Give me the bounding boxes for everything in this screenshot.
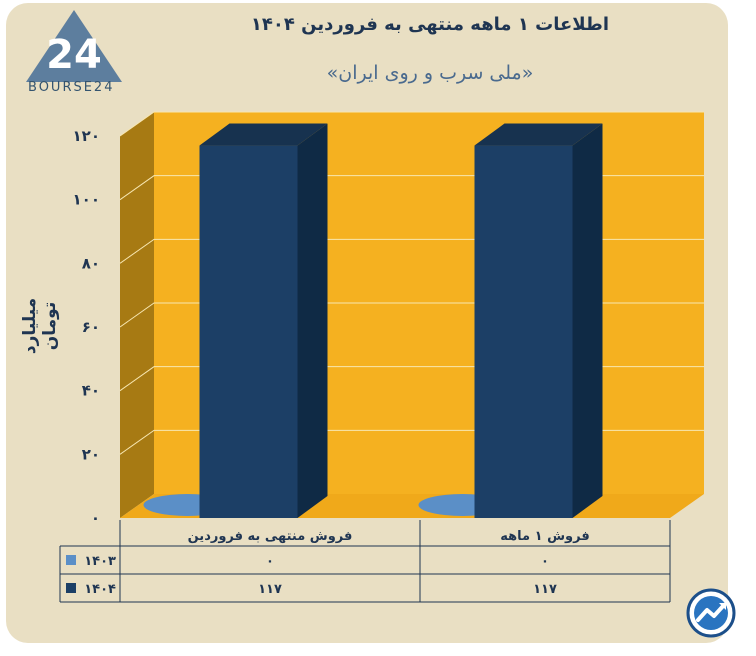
table-value: ۱۱۷: [533, 582, 557, 597]
svg-text:24: 24: [46, 32, 102, 78]
y-tick-label: ۱۲۰: [73, 127, 100, 145]
bourse24-badge-icon: [686, 588, 736, 638]
table-value: ۱۱۷: [258, 582, 282, 597]
bar-1404-side: [572, 123, 603, 519]
y-tick-label: ۲۰: [82, 445, 100, 463]
legend-swatch: [66, 555, 76, 565]
legend-label: ۱۴۰۴: [84, 582, 116, 597]
table-value: ۰: [541, 554, 549, 569]
y-tick-label: ۶۰: [82, 318, 100, 336]
legend-swatch: [66, 583, 76, 593]
y-tick-label: ۴۰: [82, 382, 100, 400]
table-value: ۰: [266, 554, 274, 569]
bar-1404: [199, 145, 298, 519]
gridline: [119, 111, 704, 137]
y-tick-label: ۸۰: [82, 254, 100, 272]
bourse24-logo: 24: [26, 10, 122, 82]
category-label: فروش ۱ ماهه: [500, 529, 589, 544]
category-label: فروش منتهی به فروردین: [188, 529, 353, 544]
bar-1404: [474, 145, 573, 519]
bar-1404-top: [199, 123, 328, 146]
chart-title: اطلاعات ۱ ماهه منتهی به فروردین ۱۴۰۴: [250, 14, 610, 35]
y-tick-label: ۰: [91, 509, 100, 527]
y-tick-label: ۱۰۰: [73, 191, 100, 209]
logo-text: BOURSE24: [28, 80, 115, 95]
bar-1404-side: [297, 123, 328, 519]
legend-label: ۱۴۰۳: [84, 554, 116, 569]
chart-subtitle: «ملی سرب و روی ایران»: [326, 62, 534, 84]
bar-1404-top: [474, 123, 603, 146]
